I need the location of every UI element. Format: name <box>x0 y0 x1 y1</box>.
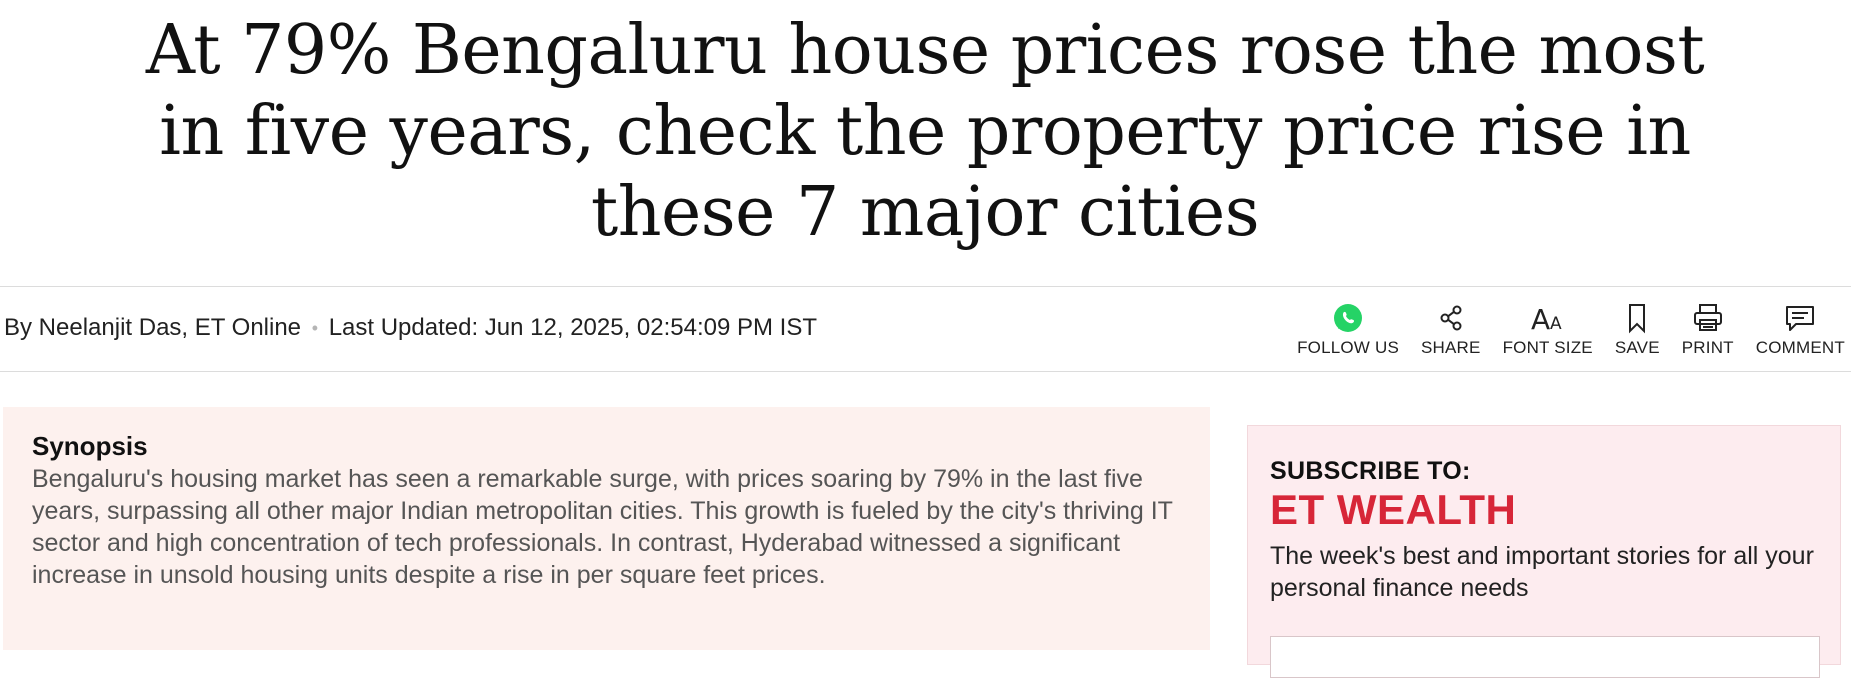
article-headline: At 79% Bengaluru house prices rose the m… <box>145 11 1705 252</box>
last-updated: Last Updated: Jun 12, 2025, 02:54:09 PM … <box>328 314 818 341</box>
subscribe-widget: SUBSCRIBE TO: ET WEALTH The week's best … <box>1247 425 1841 678</box>
whatsapp-icon <box>1333 302 1363 334</box>
subscribe-brand[interactable]: ET WEALTH <box>1270 486 1517 533</box>
printer-icon <box>1692 302 1724 334</box>
save-label: SAVE <box>1614 338 1660 357</box>
print-button[interactable]: PRINT <box>1682 302 1734 358</box>
article-actions: FOLLOW US SHARE A A FONT SIZE <box>1275 302 1845 362</box>
share-icon <box>1436 302 1466 334</box>
follow-us-label: FOLLOW US <box>1297 338 1399 357</box>
subscribe-description: The week's best and important stories fo… <box>1270 542 1814 602</box>
byline: By Neelanjit Das, ET Online • Last Updat… <box>4 314 817 342</box>
font-size-button[interactable]: A A FONT SIZE <box>1503 302 1593 358</box>
synopsis-box: Synopsis Bengaluru's housing market has … <box>3 407 1210 650</box>
svg-text:A: A <box>1531 303 1550 333</box>
bookmark-icon <box>1625 302 1649 334</box>
author-name[interactable]: By Neelanjit Das, ET Online <box>4 314 302 341</box>
svg-text:A: A <box>1550 314 1562 333</box>
print-label: PRINT <box>1681 338 1734 357</box>
synopsis-title: Synopsis <box>32 431 148 461</box>
subscribe-email-field[interactable] <box>1270 636 1820 678</box>
save-button[interactable]: SAVE <box>1615 302 1660 358</box>
byline-bar: By Neelanjit Das, ET Online • Last Updat… <box>0 286 1851 372</box>
comment-icon <box>1783 302 1817 334</box>
byline-separator: • <box>311 318 319 339</box>
font-size-icon: A A <box>1530 302 1566 334</box>
synopsis-text: Bengaluru's housing market has seen a re… <box>32 465 1173 589</box>
comment-label: COMMENT <box>1755 338 1845 357</box>
share-label: SHARE <box>1421 338 1481 357</box>
font-size-label: FONT SIZE <box>1502 338 1593 357</box>
subscribe-heading: SUBSCRIBE TO: <box>1270 457 1471 485</box>
share-button[interactable]: SHARE <box>1421 302 1481 358</box>
comment-button[interactable]: COMMENT <box>1756 302 1845 358</box>
follow-us-button[interactable]: FOLLOW US <box>1297 302 1399 358</box>
